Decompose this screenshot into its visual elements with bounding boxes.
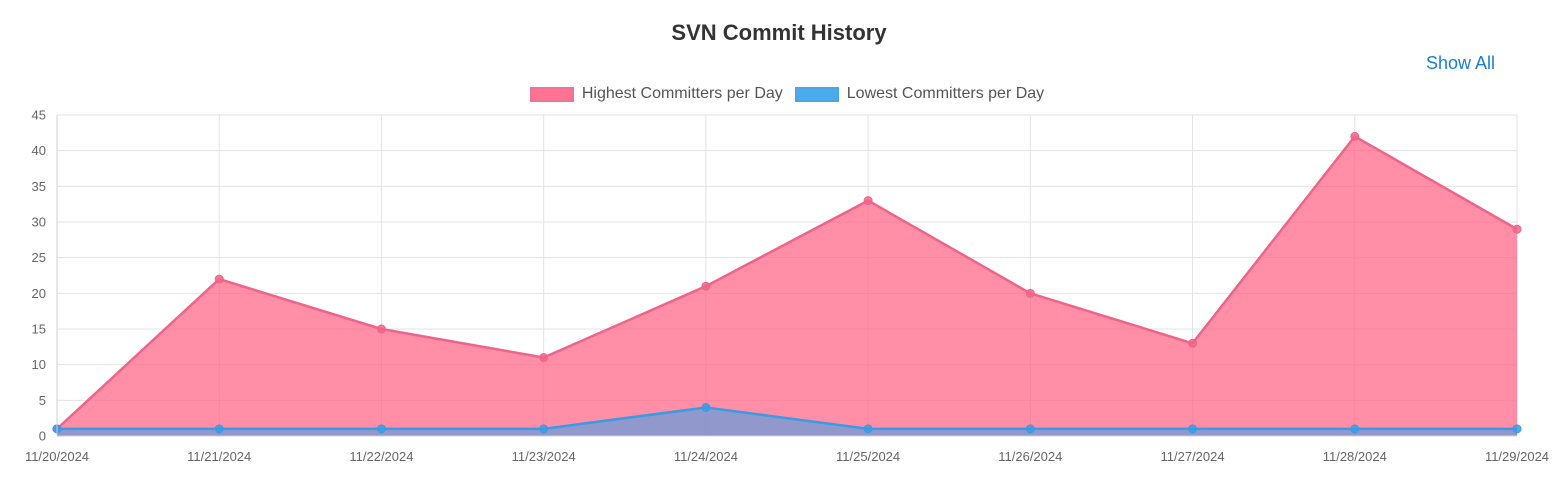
x-tick-label: 11/22/2024 xyxy=(349,449,413,464)
data-point xyxy=(539,353,549,363)
series-area-0 xyxy=(57,136,1517,436)
x-tick-label: 11/23/2024 xyxy=(512,449,576,464)
x-tick-label: 11/20/2024 xyxy=(25,449,89,464)
y-tick-label: 25 xyxy=(32,250,46,265)
x-tick-label: 11/26/2024 xyxy=(998,449,1062,464)
data-point xyxy=(701,402,711,412)
show-all-link[interactable]: Show All xyxy=(1426,53,1496,73)
x-tick-label: 11/25/2024 xyxy=(836,449,900,464)
data-point xyxy=(1188,338,1198,348)
y-tick-label: 35 xyxy=(32,179,46,194)
legend-swatch-highest xyxy=(529,86,574,102)
series-line-1 xyxy=(57,406,1517,431)
y-tick-label: 15 xyxy=(32,322,46,337)
y-tick-label: 40 xyxy=(32,143,46,158)
legend-label-lowest: Lowest Committers per Day xyxy=(846,85,1045,102)
legend-label-highest: Highest Committers per Day xyxy=(581,85,783,102)
data-point xyxy=(1350,424,1360,434)
data-point xyxy=(539,424,549,434)
chart-legend: Highest Committers per Day Lowest Commit… xyxy=(0,85,1560,103)
y-tick-label: 5 xyxy=(39,393,46,408)
x-tick-label: 11/24/2024 xyxy=(674,449,738,464)
legend-item-highest[interactable]: Highest Committers per Day xyxy=(529,85,783,103)
legend-swatch-lowest xyxy=(794,86,839,102)
data-point xyxy=(1350,131,1360,141)
data-point xyxy=(1512,224,1522,234)
data-point xyxy=(376,324,386,334)
data-point xyxy=(1188,424,1198,434)
y-tick-label: 45 xyxy=(32,108,46,123)
x-tick-label: 11/21/2024 xyxy=(187,449,251,464)
data-point xyxy=(214,424,224,434)
y-tick-label: 30 xyxy=(32,215,46,230)
data-point xyxy=(376,424,386,434)
x-tick-label: 11/28/2024 xyxy=(1323,449,1387,464)
data-point xyxy=(701,281,711,291)
chart-title: SVN Commit History xyxy=(671,20,887,45)
data-point xyxy=(1025,288,1035,298)
series-line-0 xyxy=(56,135,1518,430)
data-point xyxy=(214,274,224,284)
legend-item-lowest[interactable]: Lowest Committers per Day xyxy=(794,85,1045,103)
data-point xyxy=(1512,424,1522,434)
data-point xyxy=(1025,424,1035,434)
y-tick-label: 20 xyxy=(32,286,46,301)
data-point xyxy=(863,196,873,206)
x-tick-label: 11/27/2024 xyxy=(1161,449,1225,464)
y-tick-label: 10 xyxy=(32,357,46,372)
x-tick-label: 11/29/2024 xyxy=(1485,449,1549,464)
data-point xyxy=(863,424,873,434)
y-tick-label: 0 xyxy=(39,429,46,444)
